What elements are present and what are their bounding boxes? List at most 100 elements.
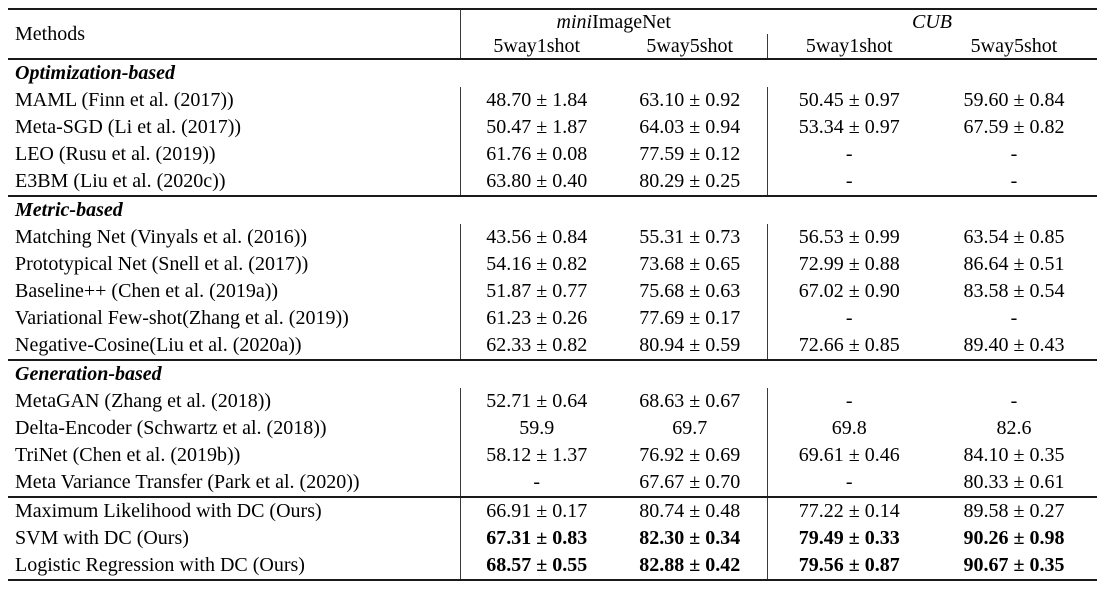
method-name-cell: Meta Variance Transfer (Park et al. (202… xyxy=(15,471,360,493)
value-cell: - xyxy=(766,469,932,497)
section-header-row: Optimization-based xyxy=(8,58,1098,87)
value-cell: 63.54 ± 0.85 xyxy=(963,226,1065,248)
value-cell: 72.66 ± 0.85 xyxy=(766,332,932,360)
table-row: Logistic Regression with DC (Ours) 68.57 … xyxy=(8,552,1097,580)
results-table-body: Optimization-based MAML (Finn et al. (201… xyxy=(8,58,1098,580)
value-cell: 58.12 ± 1.37 xyxy=(459,442,613,469)
method-name-cell: TriNet (Chen et al. (2019b)) xyxy=(15,444,241,466)
value-cell: 77.22 ± 0.14 xyxy=(766,496,932,525)
value-cell: - xyxy=(766,141,932,168)
value-cell: 67.67 ± 0.70 xyxy=(639,471,741,493)
table-row: Maximum Likelihood with DC (Ours) 66.91 ±… xyxy=(8,496,1098,525)
method-name-cell: Prototypical Net (Snell et al. (2017)) xyxy=(15,253,309,275)
method-name-cell: Maximum Likelihood with DC (Ours) xyxy=(8,496,460,525)
value-cell: - xyxy=(1010,143,1018,165)
value-cell: 82.88 ± 0.42 xyxy=(639,554,741,576)
method-name-cell: MAML (Finn et al. (2017)) xyxy=(15,89,234,111)
value-cell: 79.56 ± 0.87 xyxy=(766,552,932,580)
method-name-cell: LEO (Rusu et al. (2019)) xyxy=(15,143,216,165)
value-cell: 67.59 ± 0.82 xyxy=(963,116,1065,138)
value-cell: 55.31 ± 0.73 xyxy=(639,226,741,248)
dataset-header-cub: CUB xyxy=(767,9,1097,34)
value-cell: 90.26 ± 0.98 xyxy=(963,527,1065,549)
column-header-cub-5way1shot: 5way1shot xyxy=(766,34,932,59)
method-name-cell: Matching Net (Vinyals et al. (2016)) xyxy=(15,226,308,248)
column-header-mini-5way5shot: 5way5shot xyxy=(646,34,734,57)
value-cell: - xyxy=(1010,390,1018,412)
value-cell: 75.68 ± 0.63 xyxy=(639,280,741,302)
value-cell: 89.58 ± 0.27 xyxy=(931,496,1098,525)
method-name-cell: Baseline++ (Chen et al. (2019a)) xyxy=(15,280,279,302)
column-header-mini-5way1shot: 5way1shot xyxy=(459,34,613,59)
value-cell: - xyxy=(766,168,932,196)
results-table: Methods miniImageNet CUB 5way1shot 5way5… xyxy=(8,8,1098,581)
table-row: Baseline++ (Chen et al. (2019a)) 51.87 ± … xyxy=(8,278,1097,305)
value-cell: - xyxy=(1010,307,1018,329)
value-cell: 77.59 ± 0.12 xyxy=(639,143,741,165)
value-cell: 43.56 ± 0.84 xyxy=(459,224,613,251)
value-cell: 89.40 ± 0.43 xyxy=(963,334,1065,356)
table-row: Prototypical Net (Snell et al. (2017)) 54… xyxy=(8,251,1097,278)
value-cell: 80.94 ± 0.59 xyxy=(639,334,741,356)
section-title: Generation-based xyxy=(8,359,1098,388)
table-row: TriNet (Chen et al. (2019b)) 58.12 ± 1.37… xyxy=(8,442,1097,469)
table-row: SVM with DC (Ours) 67.31 ± 0.83 82.30 ± 0.… xyxy=(8,525,1097,552)
table-row: Delta-Encoder (Schwartz et al. (2018)) 59… xyxy=(8,415,1097,442)
method-name-cell: Logistic Regression with DC (Ours) xyxy=(15,554,305,576)
value-cell: 80.33 ± 0.61 xyxy=(963,471,1065,493)
value-cell: 51.87 ± 0.77 xyxy=(459,278,613,305)
value-cell: 48.70 ± 1.84 xyxy=(459,87,613,114)
value-cell: 61.23 ± 0.26 xyxy=(459,305,613,332)
table-row: Variational Few-shot(Zhang et al. (2019)… xyxy=(8,305,1097,332)
value-cell: 69.61 ± 0.46 xyxy=(766,442,932,469)
header-row-datasets: Methods miniImageNet CUB xyxy=(8,9,1097,45)
value-cell: 54.16 ± 0.82 xyxy=(459,251,613,278)
dataset-header-miniimagenet: miniImageNet xyxy=(459,9,768,34)
value-cell: 67.02 ± 0.90 xyxy=(766,278,932,305)
value-cell: 61.76 ± 0.08 xyxy=(459,141,613,168)
value-cell: 66.91 ± 0.17 xyxy=(459,496,613,525)
value-cell: 80.29 ± 0.25 xyxy=(639,170,741,192)
table-row: Matching Net (Vinyals et al. (2016)) 43.5… xyxy=(8,224,1097,251)
dataset-name-italic-part: CUB xyxy=(912,10,953,33)
method-name-cell: SVM with DC (Ours) xyxy=(15,527,189,549)
value-cell: 83.58 ± 0.54 xyxy=(963,280,1065,302)
table-row: Meta Variance Transfer (Park et al. (202… xyxy=(8,469,1097,497)
value-cell: 68.57 ± 0.55 xyxy=(459,552,613,580)
value-cell: 59.60 ± 0.84 xyxy=(963,89,1065,111)
value-cell: 86.64 ± 0.51 xyxy=(963,253,1065,275)
value-cell: 67.31 ± 0.83 xyxy=(459,525,613,552)
method-name-cell: Delta-Encoder (Schwartz et al. (2018)) xyxy=(15,417,327,439)
value-cell: 79.49 ± 0.33 xyxy=(766,525,932,552)
value-cell: - xyxy=(766,388,932,415)
value-cell: 59.9 xyxy=(459,415,613,442)
value-cell: 62.33 ± 0.82 xyxy=(459,332,613,360)
value-cell: 82.30 ± 0.34 xyxy=(639,527,741,549)
section-title: Metric-based xyxy=(8,195,1098,224)
value-cell: 50.45 ± 0.97 xyxy=(766,87,932,114)
section-title: Optimization-based xyxy=(8,58,1098,87)
value-cell: 82.6 xyxy=(996,417,1032,439)
value-cell: 63.80 ± 0.40 xyxy=(459,168,613,196)
value-cell: 90.67 ± 0.35 xyxy=(963,554,1065,576)
value-cell: 69.8 xyxy=(766,415,932,442)
value-cell: 84.10 ± 0.35 xyxy=(963,444,1065,466)
table-row: MAML (Finn et al. (2017)) 48.70 ± 1.84 63.… xyxy=(8,87,1097,114)
value-cell: 52.71 ± 0.64 xyxy=(459,388,613,415)
value-cell: 73.68 ± 0.65 xyxy=(639,253,741,275)
value-cell: 76.92 ± 0.69 xyxy=(639,444,741,466)
value-cell: 63.10 ± 0.92 xyxy=(639,89,741,111)
value-cell: - xyxy=(1010,170,1018,192)
value-cell: 69.7 xyxy=(672,417,708,439)
results-table-container: Methods miniImageNet CUB 5way1shot 5way5… xyxy=(8,8,1098,581)
value-cell: 80.74 ± 0.48 xyxy=(613,496,768,525)
method-name-cell: MetaGAN (Zhang et al. (2018)) xyxy=(15,390,272,412)
method-name-cell: Meta-SGD (Li et al. (2017)) xyxy=(15,116,242,138)
section-header-row: Generation-based xyxy=(8,359,1098,388)
dataset-name-normal-part: ImageNet xyxy=(592,10,671,33)
table-row: LEO (Rusu et al. (2019)) 61.76 ± 0.08 77.5… xyxy=(8,141,1097,168)
value-cell: 68.63 ± 0.67 xyxy=(639,390,741,412)
value-cell: 64.03 ± 0.94 xyxy=(639,116,741,138)
value-cell: 53.34 ± 0.97 xyxy=(766,114,932,141)
method-name-cell: Negative-Cosine(Liu et al. (2020a)) xyxy=(15,334,302,356)
